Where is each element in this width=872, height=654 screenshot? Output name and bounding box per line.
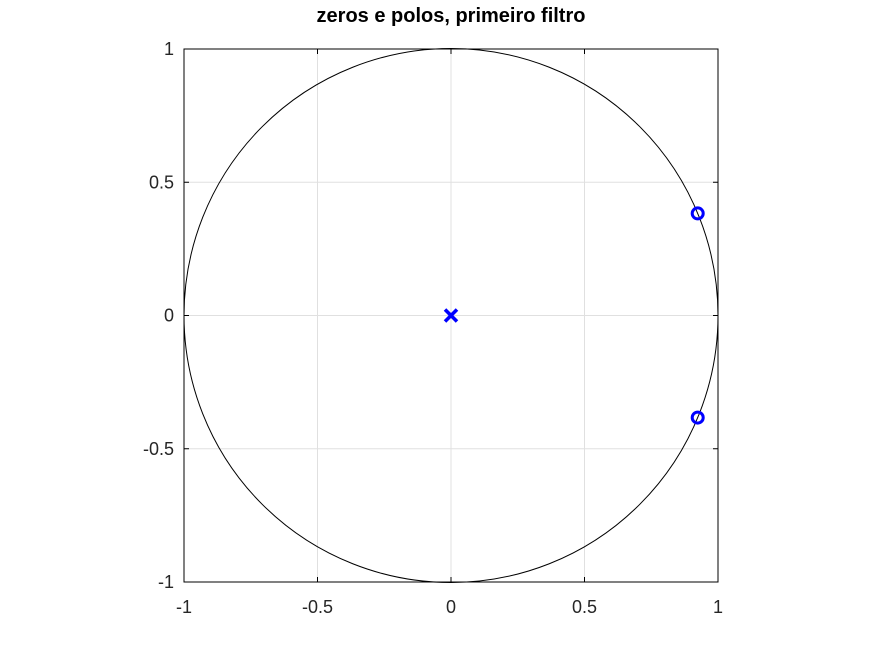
y-tick-label: -1 [158, 572, 174, 592]
axis-ticks: -1 -0.5 0 0.5 1 -1 -0.5 0 0.5 1 [143, 39, 723, 617]
y-tick-label: 0.5 [149, 172, 174, 192]
x-tick-label: 1 [713, 597, 723, 617]
zero-marker-0 [690, 206, 705, 221]
pole-marker-stroke [443, 308, 459, 323]
x-tick-label: 0 [446, 597, 456, 617]
chart-title: zeros e polos, primeiro filtro [317, 5, 586, 27]
y-tick-label: 1 [164, 39, 174, 59]
pole-marker-0 [443, 308, 459, 323]
y-tick-label: 0 [164, 306, 174, 326]
markers [443, 206, 705, 425]
x-tick-label: 0.5 [572, 597, 597, 617]
zero-marker-1 [690, 410, 705, 425]
x-tick-label: -0.5 [302, 597, 333, 617]
x-tick-label: -1 [176, 597, 192, 617]
y-tick-label: -0.5 [143, 439, 174, 459]
